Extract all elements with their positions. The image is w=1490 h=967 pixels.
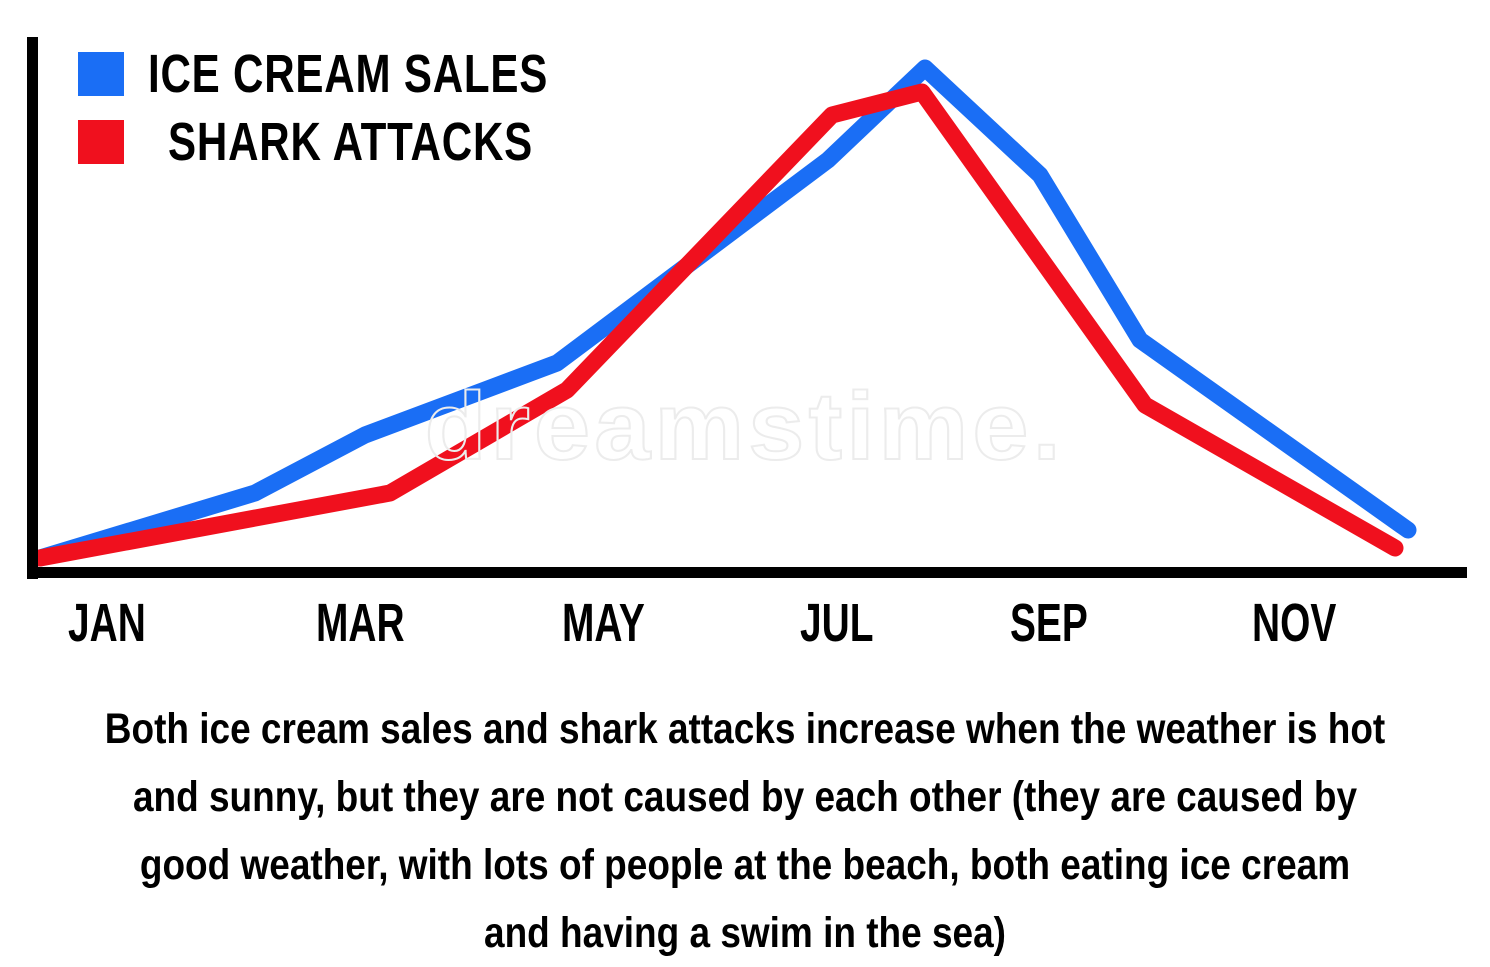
- watermark: dreamstime.: [424, 372, 1065, 481]
- legend-item-ice-cream-sales: ICE CREAM SALES: [78, 40, 661, 108]
- x-tick-mar: MAR: [316, 593, 405, 653]
- legend-swatch-red: [78, 120, 124, 164]
- x-tick-jan: JAN: [68, 593, 146, 653]
- x-tick-sep: SEP: [1010, 593, 1088, 653]
- series-layer: [31, 59, 1417, 567]
- caption-line: good weather, with lots of people at the…: [139, 841, 1351, 889]
- caption-line: and having a swim in the sea): [484, 909, 1006, 957]
- legend-label: ICE CREAM SALES: [148, 44, 549, 104]
- x-tick-nov: NOV: [1252, 593, 1337, 653]
- ice-cream-sales-line: [31, 59, 1417, 567]
- shark-attacks-line: [31, 83, 1404, 567]
- legend-label: SHARK ATTACKS: [168, 112, 534, 172]
- caption-line: and sunny, but they are not caused by ea…: [132, 773, 1358, 821]
- caption: Both ice cream sales and shark attacks i…: [0, 695, 1490, 967]
- legend: ICE CREAM SALES SHARK ATTACKS: [78, 40, 661, 176]
- x-axis: [27, 567, 1467, 578]
- y-axis: [27, 37, 38, 579]
- x-tick-jul: JUL: [800, 593, 874, 653]
- legend-swatch-blue: [78, 52, 124, 96]
- x-tick-may: MAY: [562, 593, 645, 653]
- caption-line: Both ice cream sales and shark attacks i…: [104, 705, 1386, 753]
- legend-item-shark-attacks: SHARK ATTACKS: [78, 108, 661, 176]
